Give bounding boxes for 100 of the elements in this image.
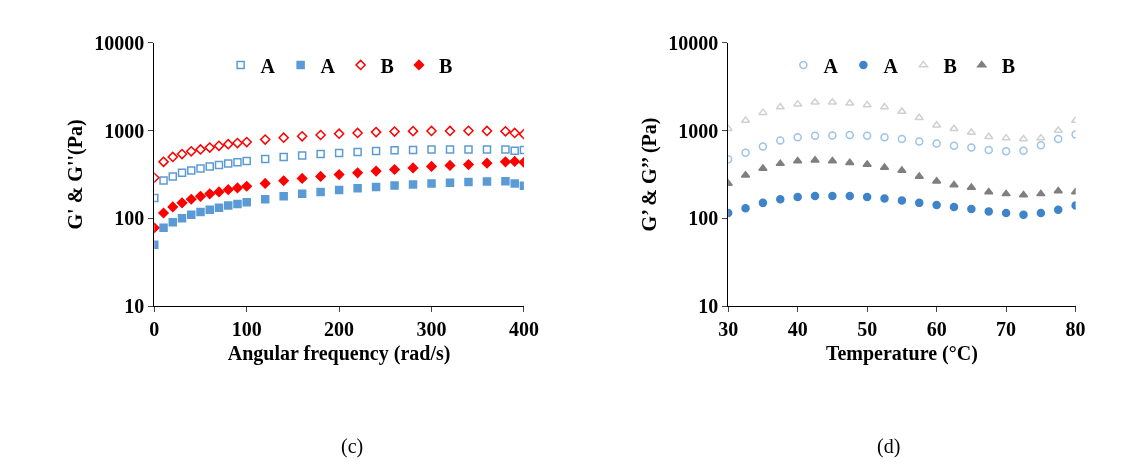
point	[897, 196, 907, 205]
point	[845, 191, 855, 201]
point	[444, 160, 456, 171]
point	[792, 99, 803, 107]
point	[407, 125, 419, 137]
point	[316, 149, 325, 159]
point	[333, 169, 345, 180]
point	[222, 184, 234, 195]
point	[204, 188, 216, 200]
point	[196, 207, 205, 217]
point	[232, 182, 243, 194]
x-tick-label: 0	[149, 318, 160, 341]
point	[241, 136, 253, 148]
point	[222, 138, 234, 150]
point	[333, 128, 345, 140]
point	[482, 145, 492, 154]
point	[1001, 147, 1011, 156]
point	[915, 198, 924, 208]
x-axis-title: Angular frequency (rad/s)	[227, 341, 451, 365]
point	[1019, 210, 1028, 219]
point	[371, 182, 381, 192]
point	[828, 191, 837, 201]
point	[390, 181, 399, 190]
point	[176, 197, 188, 209]
point	[427, 179, 436, 188]
y-tick-label: 100	[114, 207, 145, 230]
x-tick-label: 40	[787, 318, 808, 341]
point	[1053, 126, 1064, 134]
y-tick-label: 100	[688, 207, 719, 230]
point	[827, 156, 838, 164]
point	[844, 158, 855, 166]
legend-label: A	[320, 54, 336, 77]
point	[214, 203, 224, 212]
point	[500, 126, 511, 137]
point	[353, 184, 362, 193]
point	[1018, 134, 1029, 142]
point	[390, 146, 399, 155]
point	[984, 207, 993, 216]
point	[176, 148, 188, 160]
point	[967, 143, 976, 152]
point	[444, 125, 456, 137]
point	[296, 173, 308, 184]
point	[983, 132, 994, 140]
point	[1036, 141, 1046, 150]
x-tick-label: 50	[857, 318, 878, 341]
x-tick-label: 400	[508, 318, 539, 341]
point	[949, 124, 959, 132]
point	[213, 140, 225, 152]
point	[775, 159, 786, 167]
legend-label: B	[438, 54, 453, 77]
point	[167, 151, 179, 163]
point	[1001, 189, 1011, 197]
point	[1019, 146, 1028, 155]
point	[1053, 205, 1063, 215]
legend-label: A	[260, 54, 276, 77]
point	[370, 165, 382, 177]
point	[370, 126, 382, 138]
point	[984, 145, 993, 155]
point	[213, 186, 225, 198]
point	[445, 178, 455, 187]
point	[966, 128, 977, 136]
point	[1001, 133, 1011, 141]
point	[862, 192, 872, 202]
point	[204, 142, 216, 153]
x-tick-label: 80	[1065, 318, 1086, 341]
point	[862, 100, 872, 108]
x-axis-title: Temperature (°C)	[825, 341, 978, 365]
y-tick-label: 10000	[94, 31, 145, 54]
text: (c)	[341, 435, 364, 458]
point	[793, 132, 802, 142]
x-tick-label: 70	[996, 318, 1017, 341]
legend-label: B	[943, 54, 957, 77]
point	[983, 187, 994, 195]
point	[185, 146, 197, 157]
point	[915, 137, 924, 146]
point	[1018, 190, 1029, 198]
legend-label: B	[380, 54, 394, 77]
text: (d)	[877, 435, 901, 458]
point	[233, 199, 242, 209]
point	[232, 137, 243, 149]
point	[167, 201, 179, 213]
point	[932, 139, 941, 148]
point	[260, 154, 270, 164]
point	[949, 202, 959, 212]
point	[775, 102, 786, 110]
point	[296, 131, 308, 142]
point	[168, 172, 178, 181]
point	[740, 116, 751, 124]
point	[510, 179, 519, 188]
legend-label: A	[823, 54, 839, 77]
legend-label: B	[1001, 54, 1016, 77]
point	[862, 131, 872, 141]
point	[158, 207, 169, 219]
point	[880, 132, 889, 142]
point	[931, 176, 942, 184]
point	[897, 107, 907, 114]
point	[260, 194, 270, 204]
point	[758, 164, 768, 171]
y-tick-label: 1000	[678, 119, 719, 142]
point	[758, 198, 768, 208]
